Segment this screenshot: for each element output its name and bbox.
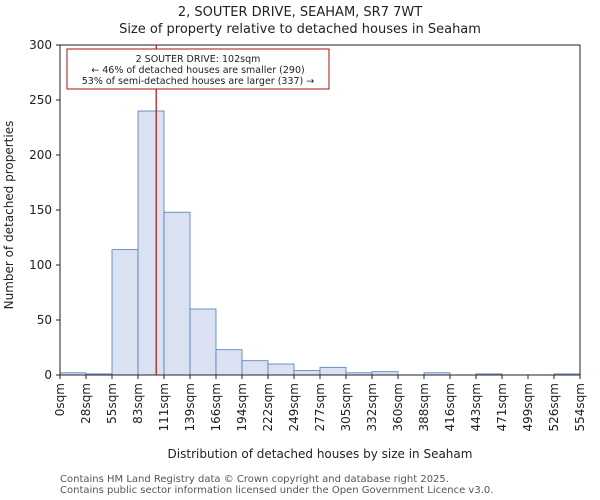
x-tick-label: 222sqm (261, 383, 275, 431)
bar-3 (137, 110, 165, 376)
x-tick-label: 554sqm (573, 383, 587, 431)
bar-10 (319, 366, 347, 376)
chart-title: 2, SOUTER DRIVE, SEAHAM, SR7 7WT (177, 5, 423, 20)
y-tick-label: 300 (29, 38, 52, 52)
footer-copyright: Contains HM Land Registry data © Crown c… (60, 474, 449, 485)
x-tick-label: 471sqm (495, 383, 509, 431)
x-tick-label: 360sqm (391, 383, 405, 431)
y-tick-label: 0 (44, 368, 52, 382)
x-tick-label: 166sqm (209, 383, 223, 431)
annotation-box (66, 48, 330, 90)
annotation-line-3: 53% of semi-detached houses are larger (… (82, 76, 315, 87)
x-tick-label: 83sqm (131, 383, 145, 424)
x-tick-label: 55sqm (105, 383, 119, 424)
plot-frame (59, 44, 581, 376)
x-tick-label: 332sqm (365, 383, 379, 431)
x-tick-label: 28sqm (79, 383, 93, 424)
x-tick-label: 194sqm (235, 383, 249, 431)
y-tick-label: 50 (37, 313, 52, 327)
bar-6 (215, 349, 243, 376)
x-tick-label: 277sqm (313, 383, 327, 431)
chart-subtitle: Size of property relative to detached ho… (119, 22, 481, 37)
y-axis-label: Number of detached properties (2, 121, 16, 310)
y-tick-label: 150 (29, 203, 52, 217)
x-tick-label: 249sqm (287, 383, 301, 431)
x-tick-label: 416sqm (443, 383, 457, 431)
y-tick-label: 100 (29, 258, 52, 272)
histogram-chart: 0 50 100 150 200 250 300 0sqm 28sqm 55sqm 83sqm 11… (2, 38, 587, 461)
x-tick-label: 388sqm (417, 383, 431, 431)
annotation-line-2: ← 46% of detached houses are smaller (29… (91, 65, 304, 76)
x-tick-label: 526sqm (547, 383, 561, 431)
footer-licence: Contains public sector information licen… (60, 485, 494, 496)
x-tick-label: 499sqm (521, 383, 535, 431)
annotation-line-1: 2 SOUTER DRIVE: 102sqm (136, 54, 261, 65)
bar-9 (293, 370, 321, 376)
x-tick-label: 305sqm (339, 383, 353, 431)
x-tick-label: 139sqm (183, 383, 197, 431)
y-tick-label: 200 (29, 148, 52, 162)
x-tick-label: 111sqm (157, 383, 171, 431)
bar-2 (111, 249, 139, 376)
y-tick-label: 250 (29, 93, 52, 107)
x-tick-label: 443sqm (469, 383, 483, 431)
bar-8 (267, 363, 295, 376)
bar-4 (163, 211, 191, 376)
bar-5 (189, 308, 217, 376)
x-axis-label: Distribution of detached houses by size … (168, 447, 473, 461)
bar-7 (241, 360, 269, 376)
x-tick-label: 0sqm (53, 383, 67, 416)
